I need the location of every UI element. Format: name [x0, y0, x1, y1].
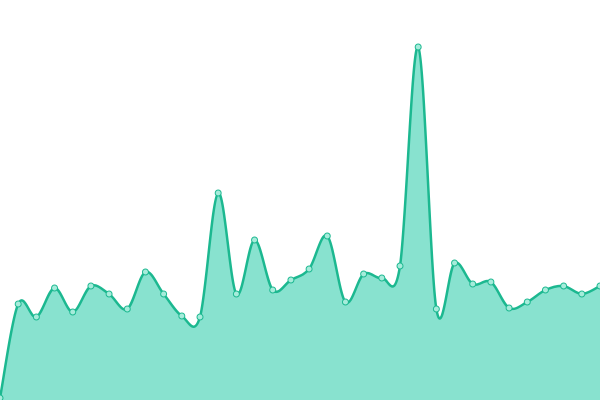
data-point [178, 312, 186, 320]
data-point [578, 290, 586, 298]
area-fill [0, 46, 600, 400]
data-point [51, 284, 59, 292]
data-point [414, 43, 422, 51]
data-point [523, 298, 531, 306]
data-point [323, 232, 331, 240]
data-point [32, 313, 40, 321]
data-point [232, 290, 240, 298]
data-point [141, 268, 149, 276]
data-point [87, 282, 95, 290]
data-point [469, 280, 477, 288]
data-point [251, 236, 259, 244]
data-point [378, 274, 386, 282]
data-point [432, 305, 440, 313]
data-point [305, 265, 313, 273]
data-point [160, 290, 168, 298]
data-point [214, 189, 222, 197]
data-point [14, 300, 22, 308]
data-point [196, 313, 204, 321]
data-point [451, 259, 459, 267]
data-point [69, 308, 77, 316]
data-point [287, 276, 295, 284]
data-point [560, 282, 568, 290]
data-point [0, 394, 4, 400]
data-point [269, 286, 277, 294]
data-point [541, 286, 549, 294]
data-point [105, 290, 113, 298]
data-point [505, 304, 513, 312]
data-point [341, 298, 349, 306]
data-point [123, 305, 131, 313]
data-point [596, 282, 600, 290]
data-point [360, 270, 368, 278]
data-point [487, 278, 495, 286]
data-point [396, 262, 404, 270]
